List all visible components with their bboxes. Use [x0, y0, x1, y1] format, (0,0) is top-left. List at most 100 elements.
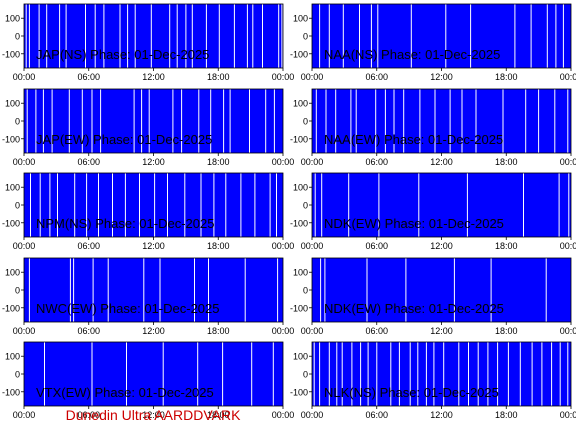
- y-tick-label: 0: [15, 201, 20, 211]
- x-tick-label: 12:00: [430, 326, 453, 336]
- y-tick-label: -100: [2, 218, 20, 228]
- y-tick-label: 0: [303, 286, 308, 296]
- x-tick-label: 06:00: [365, 157, 388, 167]
- chart-title: NLK(NS) Phase: 01-Dec-2025: [324, 385, 499, 400]
- y-tick-label: 0: [303, 201, 308, 211]
- x-tick-label: 18:00: [207, 241, 230, 251]
- x-tick-label: 06:00: [77, 410, 100, 420]
- y-tick-label: 100: [293, 183, 308, 193]
- y-tick-label: -100: [2, 49, 20, 59]
- x-tick-label: 00:00: [301, 72, 324, 82]
- chart-title: NDK(EW) Phase: 01-Dec-2025: [324, 216, 504, 231]
- x-tick-label: 18:00: [495, 157, 518, 167]
- x-tick-label: 00:00: [272, 241, 295, 251]
- x-tick-label: 12:00: [142, 72, 165, 82]
- x-tick-label: 00:00: [560, 157, 576, 167]
- chart-title: NWC(EW) Phase: 01-Dec-2025: [36, 301, 220, 316]
- x-tick-label: 18:00: [495, 241, 518, 251]
- x-tick-label: 00:00: [13, 241, 36, 251]
- y-tick-label: -100: [290, 303, 308, 313]
- y-tick-label: 100: [5, 268, 20, 278]
- y-tick-label: 0: [15, 32, 20, 42]
- y-tick-label: -100: [290, 49, 308, 59]
- x-tick-label: 00:00: [272, 410, 295, 420]
- y-tick-label: 0: [15, 286, 20, 296]
- y-tick-label: 100: [293, 268, 308, 278]
- y-tick-label: 100: [5, 14, 20, 24]
- footer-text: Dunedin Ultra AARDDVARK: [66, 407, 241, 423]
- chart-panel: 1000-10000:0006:0012:0018:0000:00NDK(EW)…: [290, 172, 576, 251]
- y-tick-label: 100: [293, 352, 308, 362]
- chart-title: NPM(NS) Phase: 01-Dec-2025: [36, 216, 214, 231]
- x-tick-label: 00:00: [560, 241, 576, 251]
- x-tick-label: 12:00: [142, 241, 165, 251]
- x-tick-label: 06:00: [77, 72, 100, 82]
- chart-title: NDK(EW) Phase: 01-Dec-2025: [324, 301, 504, 316]
- x-tick-label: 18:00: [207, 326, 230, 336]
- y-tick-label: 0: [15, 117, 20, 127]
- x-tick-label: 18:00: [207, 410, 230, 420]
- plot-area: [312, 4, 571, 68]
- x-tick-label: 00:00: [13, 410, 36, 420]
- plot-area: [24, 342, 283, 406]
- x-tick-label: 00:00: [272, 72, 295, 82]
- x-tick-label: 06:00: [365, 326, 388, 336]
- y-tick-label: -100: [2, 134, 20, 144]
- plot-area: [24, 89, 283, 153]
- x-tick-label: 18:00: [495, 326, 518, 336]
- x-tick-label: 00:00: [560, 410, 576, 420]
- x-tick-label: 06:00: [365, 241, 388, 251]
- y-tick-label: -100: [290, 387, 308, 397]
- chart-title: NAA(EW) Phase: 01-Dec-2025: [324, 132, 503, 147]
- x-tick-label: 18:00: [495, 72, 518, 82]
- x-tick-label: 18:00: [495, 410, 518, 420]
- y-tick-label: -100: [290, 218, 308, 228]
- y-tick-label: 0: [303, 117, 308, 127]
- x-tick-label: 00:00: [560, 72, 576, 82]
- chart-title: VTX(EW) Phase: 01-Dec-2025: [36, 385, 214, 400]
- x-tick-label: 06:00: [365, 72, 388, 82]
- plot-area: [312, 258, 571, 322]
- y-tick-label: -100: [2, 303, 20, 313]
- y-tick-label: -100: [2, 387, 20, 397]
- x-tick-label: 00:00: [301, 326, 324, 336]
- plot-area: [312, 173, 571, 237]
- x-tick-label: 00:00: [272, 326, 295, 336]
- y-tick-label: 100: [5, 183, 20, 193]
- x-tick-label: 12:00: [430, 410, 453, 420]
- x-tick-label: 00:00: [301, 410, 324, 420]
- plot-area: [24, 4, 283, 68]
- plot-area: [24, 173, 283, 237]
- x-tick-label: 18:00: [207, 157, 230, 167]
- x-tick-label: 12:00: [430, 157, 453, 167]
- x-tick-label: 06:00: [77, 157, 100, 167]
- y-tick-label: 100: [5, 99, 20, 109]
- chart-title: NAA(NS) Phase: 01-Dec-2025: [324, 47, 500, 62]
- x-tick-label: 00:00: [301, 157, 324, 167]
- x-tick-label: 06:00: [77, 326, 100, 336]
- chart-panel: 1000-10000:0006:0012:0018:0000:00NAA(EW)…: [290, 88, 576, 167]
- x-tick-label: 00:00: [560, 326, 576, 336]
- chart-panel: 1000-10000:0006:0012:0018:0000:00NDK(EW)…: [290, 257, 576, 336]
- chart-panel: 1000-10000:0006:0012:0018:0000:00NLK(NS)…: [290, 341, 576, 420]
- y-tick-label: -100: [290, 134, 308, 144]
- chart-title: JAP(NS) Phase: 01-Dec-2025: [36, 47, 209, 62]
- plot-area: [24, 258, 283, 322]
- x-tick-label: 00:00: [13, 72, 36, 82]
- y-tick-label: 100: [293, 14, 308, 24]
- y-tick-label: 0: [303, 32, 308, 42]
- x-tick-label: 06:00: [77, 241, 100, 251]
- x-tick-label: 00:00: [301, 241, 324, 251]
- y-tick-label: 0: [15, 370, 20, 380]
- x-tick-label: 12:00: [142, 326, 165, 336]
- x-tick-label: 00:00: [13, 326, 36, 336]
- y-tick-label: 0: [303, 370, 308, 380]
- x-tick-label: 00:00: [272, 157, 295, 167]
